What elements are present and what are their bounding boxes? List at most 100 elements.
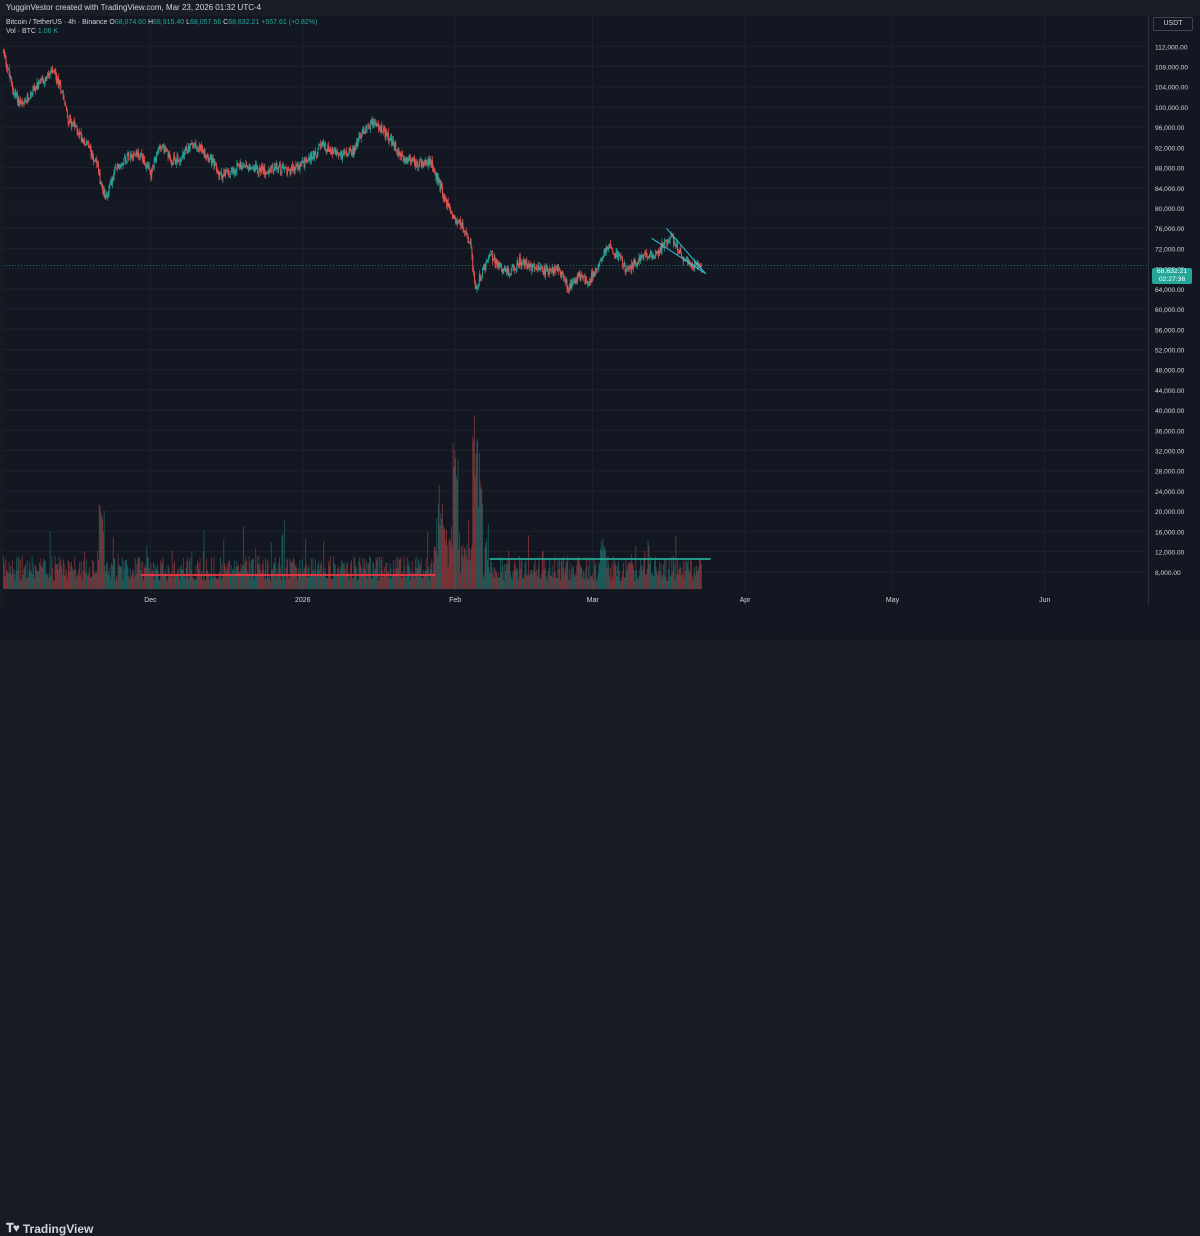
volume-bar xyxy=(82,571,84,589)
price-axis[interactable]: 116,000.00112,000.00108,000.00104,000.00… xyxy=(1148,16,1200,605)
chart-pane[interactable]: Bitcoin / TetherUS · 4h · Binance O68,07… xyxy=(3,16,1148,605)
candle-body xyxy=(631,263,633,271)
volume-bar xyxy=(204,580,206,589)
volume-bar xyxy=(500,557,502,589)
candle-body xyxy=(328,145,330,152)
volume-bar xyxy=(220,579,222,589)
candle-body xyxy=(630,267,632,271)
volume-bar xyxy=(40,566,42,589)
candle-body xyxy=(598,263,600,269)
candle-body xyxy=(220,171,222,176)
tradingview-logo[interactable]: 𝐓♥ TradingView xyxy=(6,1221,93,1236)
volume-bar xyxy=(694,566,696,589)
candle-body xyxy=(595,268,597,271)
candle-body xyxy=(619,255,621,257)
candle-body xyxy=(654,253,656,258)
time-axis[interactable]: Dec 2026 Feb Mar Apr May Jun xyxy=(3,592,1148,605)
volume-bar xyxy=(224,563,226,589)
volume-bar xyxy=(60,559,62,589)
volume-bar xyxy=(379,577,381,589)
candle-body xyxy=(64,100,66,106)
candle-body xyxy=(402,155,404,159)
candle-body xyxy=(486,259,488,263)
volume-bar xyxy=(183,557,185,589)
candle-body xyxy=(300,164,302,167)
candle-body xyxy=(610,244,612,249)
volume-bar xyxy=(197,563,199,589)
price-chart-svg[interactable] xyxy=(3,16,1148,605)
candle-body xyxy=(283,168,285,170)
candle-body xyxy=(552,266,554,274)
volume-bar xyxy=(97,550,99,589)
candle-body xyxy=(596,268,598,271)
volume-legend-label[interactable]: Vol · BTC xyxy=(6,28,36,35)
candle-body xyxy=(645,252,647,255)
volume-bar xyxy=(489,573,491,589)
volume-bar xyxy=(326,578,328,589)
candle-body xyxy=(181,156,183,160)
candle-body xyxy=(556,267,558,271)
candle-body xyxy=(388,140,390,142)
candle-body xyxy=(228,171,230,175)
price-tick-label: 112,000.00 xyxy=(1155,44,1188,51)
candle-body xyxy=(666,240,668,244)
volume-bar xyxy=(414,578,416,589)
candle-body xyxy=(524,260,526,266)
candle-body xyxy=(17,97,19,103)
candle-body xyxy=(681,252,683,258)
volume-bar xyxy=(279,557,280,589)
legend-symbol[interactable]: Bitcoin / TetherUS · 4h · Binance xyxy=(6,19,108,26)
volume-bar xyxy=(357,580,359,589)
candle-body xyxy=(14,91,16,94)
candle-body xyxy=(516,260,518,269)
volume-bar xyxy=(695,575,696,589)
volume-bar xyxy=(589,557,591,589)
volume-bar xyxy=(108,575,110,589)
volume-bar xyxy=(621,577,623,589)
candle-body xyxy=(206,154,208,157)
volume-bar xyxy=(107,561,108,589)
volume-bar xyxy=(631,553,633,589)
volume-bar xyxy=(541,551,543,589)
candle-body xyxy=(546,266,547,269)
volume-bar xyxy=(404,566,406,589)
currency-button[interactable]: USDT xyxy=(1153,17,1193,31)
volume-bar xyxy=(616,576,618,589)
volume-bar xyxy=(593,559,595,589)
candle-body xyxy=(358,136,360,142)
volume-bar xyxy=(330,578,332,589)
volume-bar xyxy=(451,546,453,589)
volume-bar xyxy=(28,571,30,589)
volume-bar xyxy=(10,566,12,589)
volume-bar xyxy=(251,558,253,589)
candle-body xyxy=(617,251,619,259)
candle-body xyxy=(660,247,662,252)
candle-body xyxy=(27,95,29,100)
candle-body xyxy=(364,132,366,134)
candle-body xyxy=(540,266,542,271)
volume-bar xyxy=(672,571,674,589)
volume-bar xyxy=(211,557,212,589)
candle-body xyxy=(30,91,32,94)
volume-bar xyxy=(406,557,408,589)
price-tick-label: 108,000.00 xyxy=(1155,65,1188,72)
volume-bar xyxy=(169,576,171,589)
volume-bar xyxy=(517,570,519,589)
volume-bar xyxy=(265,557,266,589)
volume-bar xyxy=(594,565,596,589)
volume-bar xyxy=(277,572,279,589)
volume-bar xyxy=(212,578,214,589)
volume-bar xyxy=(559,579,561,589)
candle-body xyxy=(95,160,97,161)
volume-bar xyxy=(600,548,601,589)
candle-body xyxy=(441,183,443,187)
volume-bar xyxy=(692,580,694,589)
candle-body xyxy=(604,248,606,254)
candle-body xyxy=(398,150,400,156)
candle-body xyxy=(116,164,118,168)
candle-body xyxy=(193,145,195,146)
volume-bar xyxy=(509,571,511,589)
candle-body xyxy=(488,255,490,260)
volume-bar xyxy=(145,568,147,589)
candle-body xyxy=(689,264,691,266)
